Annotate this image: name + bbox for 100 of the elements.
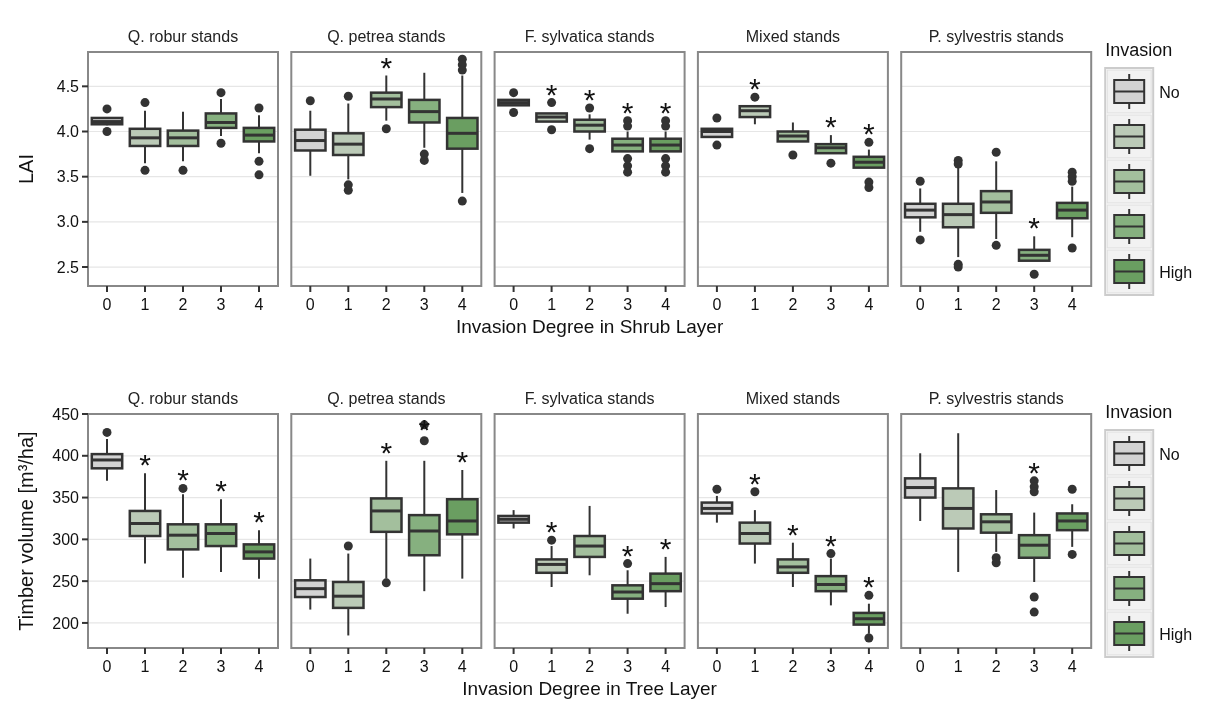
chart-title: Q. robur stands	[127, 28, 239, 45]
annotation: *	[621, 95, 634, 129]
x-tick-label: 2	[585, 296, 595, 313]
x-tick-label: 0	[305, 658, 315, 675]
chart-title: Mixed stands	[745, 28, 841, 45]
x-tick-label: 4	[1067, 296, 1077, 313]
y-tick-label: 300	[52, 530, 80, 548]
x-tick-label: 0	[509, 296, 519, 313]
x-tick-label: 3	[1029, 658, 1039, 675]
chart-title: P. sylvestris stands	[928, 28, 1064, 45]
x-tick-label: 3	[419, 658, 429, 675]
chart-title: F. sylvatica stands	[524, 390, 655, 407]
x-tick-label: 1	[547, 296, 557, 313]
annotation: *	[380, 435, 393, 469]
legend-title: Invasion	[1105, 40, 1173, 60]
x-tick-label: 2	[178, 658, 188, 675]
x-tick-label: 1	[547, 658, 557, 675]
x-tick-label: 0	[712, 658, 722, 675]
x-tick-label: 3	[826, 658, 836, 675]
annotation: *	[177, 463, 190, 497]
x-tick-label: 4	[457, 658, 467, 675]
x-tick-label: 4	[254, 658, 264, 675]
legend-label: No	[1159, 445, 1180, 463]
annotation: *	[787, 517, 800, 551]
x-tick-label: 2	[991, 658, 1001, 675]
x-tick-label: 1	[953, 296, 963, 313]
x-tick-label: 4	[661, 658, 671, 675]
x-axis-title: Invasion Degree in Shrub Layer	[455, 316, 724, 337]
x-tick-label: 4	[1067, 658, 1077, 675]
annotation: *	[825, 110, 838, 144]
x-tick-label: 3	[1029, 296, 1039, 313]
x-tick-label: 0	[102, 658, 112, 675]
x-tick-label: 4	[661, 296, 671, 313]
legend-title: Invasion	[1105, 402, 1173, 422]
x-tick-label: 0	[102, 296, 112, 313]
x-tick-label: 1	[750, 658, 760, 675]
x-tick-label: 1	[140, 658, 150, 675]
x-tick-label: 3	[216, 296, 226, 313]
legend-label: High	[1159, 625, 1193, 643]
y-tick-label: 450	[52, 405, 80, 423]
x-axis-title: Invasion Degree in Tree Layer	[462, 678, 718, 699]
x-tick-label: 0	[509, 658, 519, 675]
y-tick-label: 350	[52, 489, 80, 507]
annotation: *	[1028, 455, 1041, 489]
legend-label: No	[1159, 83, 1180, 101]
x-tick-label: 0	[305, 296, 315, 313]
y-tick-label: 250	[52, 572, 80, 590]
y-tick-label: 2.5	[56, 258, 80, 276]
x-tick-label: 3	[623, 296, 633, 313]
annotation: *	[825, 528, 838, 562]
annotation: *	[659, 531, 672, 565]
x-tick-label: 2	[178, 296, 188, 313]
x-tick-label: 0	[915, 296, 925, 313]
x-tick-label: 2	[585, 658, 595, 675]
annotation: *	[749, 72, 762, 106]
x-tick-label: 0	[915, 658, 925, 675]
annotation: *	[215, 474, 228, 508]
x-tick-label: 0	[712, 296, 722, 313]
y-axis-title: Timber volume [m³/ha]	[15, 431, 37, 631]
annotation: *	[863, 570, 876, 604]
x-tick-label: 1	[343, 296, 353, 313]
y-tick-label: 3.5	[56, 168, 80, 186]
x-tick-label: 2	[788, 296, 798, 313]
x-tick-label: 2	[381, 658, 391, 675]
y-axis-title: LAI	[15, 153, 37, 185]
y-tick-label: 400	[52, 447, 80, 465]
annotation: *	[139, 448, 152, 482]
chart-title: Q. petrea stands	[327, 28, 446, 45]
x-tick-label: 4	[864, 296, 874, 313]
x-tick-label: 1	[140, 296, 150, 313]
annotation: *	[253, 505, 266, 539]
x-tick-label: 2	[991, 296, 1001, 313]
annotation: *	[749, 466, 762, 500]
x-tick-label: 4	[457, 296, 467, 313]
x-tick-label: 3	[216, 658, 226, 675]
annotation: *	[659, 95, 672, 129]
y-tick-label: 4.0	[56, 123, 80, 141]
annotation: *	[545, 77, 558, 111]
x-tick-label: 4	[254, 296, 264, 313]
y-tick-label: 4.5	[56, 77, 80, 95]
annotation: *	[545, 515, 558, 549]
chart-title: Q. petrea stands	[327, 390, 446, 407]
annotation: *	[621, 538, 634, 572]
x-tick-label: 3	[826, 296, 836, 313]
annotation: *	[1028, 211, 1041, 245]
x-tick-label: 2	[381, 296, 391, 313]
y-tick-label: 200	[52, 614, 80, 632]
x-tick-label: 1	[750, 296, 760, 313]
annotation: *	[863, 117, 876, 151]
chart-title: Q. robur stands	[127, 390, 239, 407]
annotation: *	[583, 83, 596, 117]
annotation: *	[380, 51, 393, 84]
chart-title: P. sylvestris stands	[928, 390, 1064, 407]
chart-title: Mixed stands	[745, 390, 841, 407]
x-tick-label: 1	[953, 658, 963, 675]
x-tick-label: 2	[788, 658, 798, 675]
x-tick-label: 3	[623, 658, 633, 675]
x-tick-label: 4	[864, 658, 874, 675]
y-tick-label: 3.0	[56, 213, 80, 231]
legend-label: High	[1159, 263, 1193, 281]
